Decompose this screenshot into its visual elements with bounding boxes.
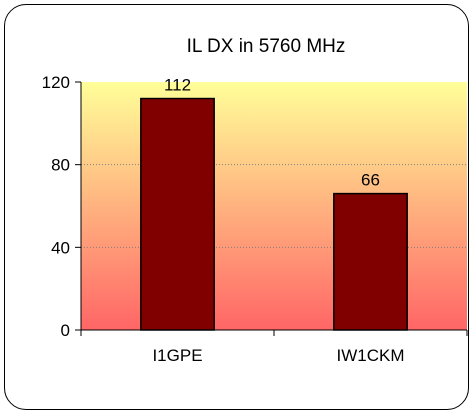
data-label: 112 [164,76,191,95]
bar-i1gpe [140,97,215,331]
y-tick-label: 40 [51,238,70,257]
bar-iw1ckm [333,192,408,331]
data-label: 66 [361,171,380,190]
axes [75,81,468,336]
chart-title: IL DX in 5760 MHz [187,36,346,57]
x-tick-label: IW1CKM [337,346,405,365]
bars [140,97,408,331]
y-tick-label: 80 [51,156,70,175]
x-tick-label: I1GPE [152,346,202,365]
plot-area [81,82,467,330]
y-tick-label: 0 [61,321,70,340]
labels: 0 40 80 120 112 I1GPE 66 IW1CKM [42,73,405,365]
y-tick-label: 120 [42,73,70,92]
